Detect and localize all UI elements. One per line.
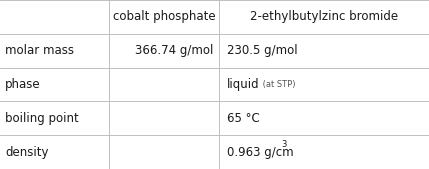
Text: molar mass: molar mass (5, 44, 74, 57)
Text: 2-ethylbutylzinc bromide: 2-ethylbutylzinc bromide (250, 10, 398, 23)
Text: density: density (5, 146, 48, 159)
Text: (at STP): (at STP) (260, 80, 296, 89)
Text: liquid: liquid (227, 78, 259, 91)
Text: boiling point: boiling point (5, 112, 79, 125)
Text: 65 °C: 65 °C (227, 112, 259, 125)
Text: 366.74 g/mol: 366.74 g/mol (135, 44, 214, 57)
Text: cobalt phosphate: cobalt phosphate (113, 10, 215, 23)
Text: 0.963 g/cm: 0.963 g/cm (227, 146, 293, 159)
Text: phase: phase (5, 78, 41, 91)
Text: 3: 3 (281, 140, 287, 149)
Text: 230.5 g/mol: 230.5 g/mol (227, 44, 297, 57)
